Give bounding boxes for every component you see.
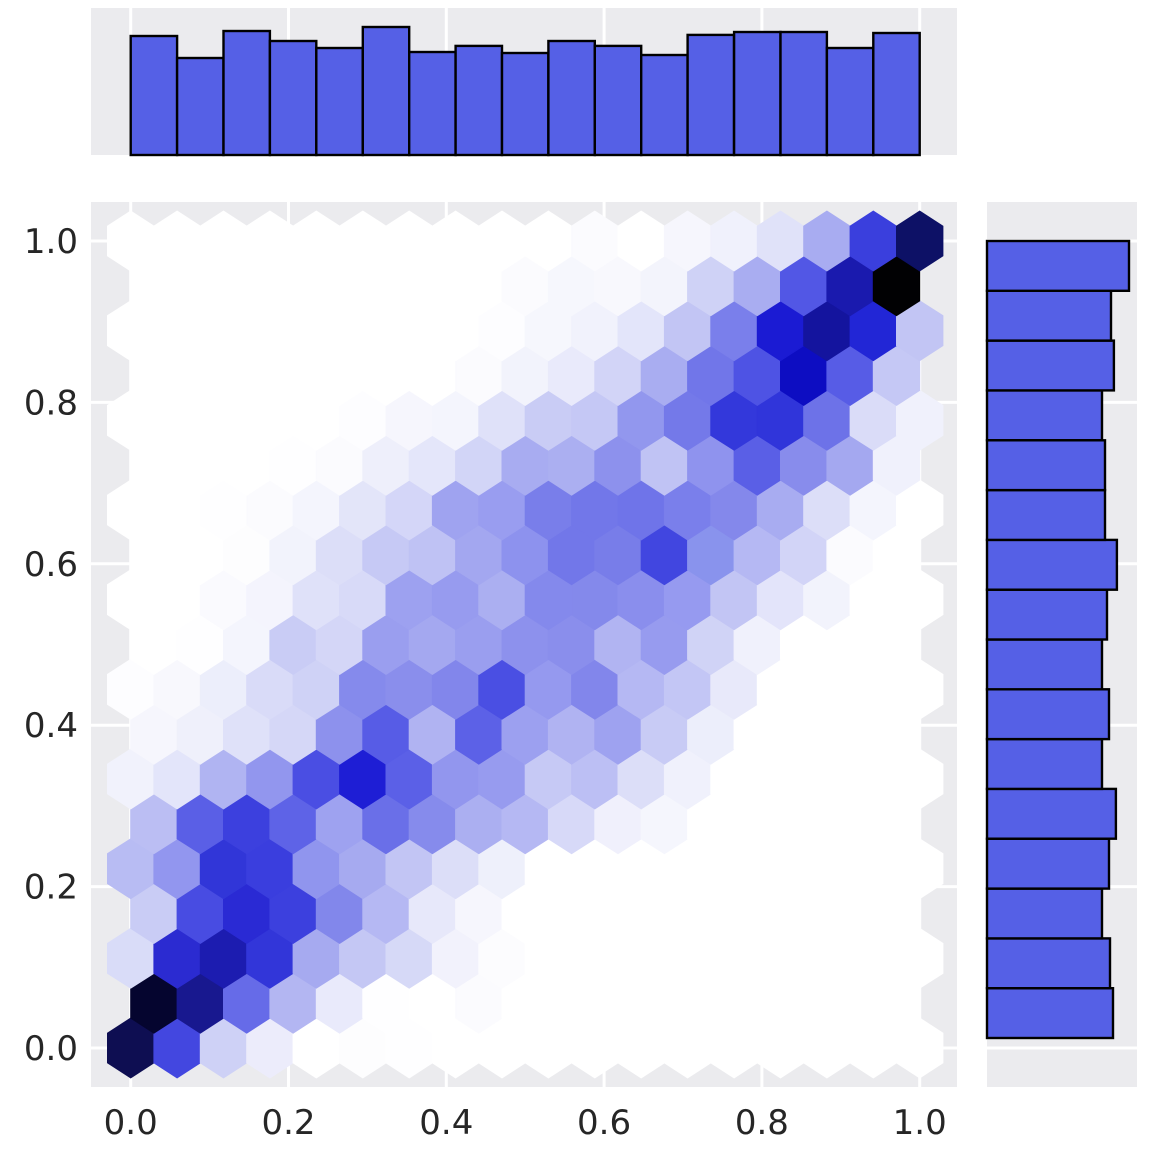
right-histogram-bar [985, 538, 1119, 591]
right-histogram-bar [985, 389, 1104, 442]
top-histogram-bar [129, 34, 179, 157]
x-tick-label: 1.0 [893, 1103, 947, 1143]
right-histogram-bar [985, 339, 1116, 392]
top-histogram-bar [222, 29, 272, 157]
top-histogram-bar [500, 51, 550, 157]
top-histogram-bar [732, 30, 782, 157]
right-histogram-bar [985, 937, 1112, 990]
right-histogram-bar [985, 688, 1111, 741]
top-histogram-bar [779, 30, 829, 157]
top-histogram-bar [408, 50, 457, 157]
x-tick-label: 0.4 [419, 1103, 473, 1143]
right-histogram-bar [985, 987, 1115, 1040]
x-tick-label: 0.6 [577, 1103, 631, 1143]
top-histogram-bar [175, 56, 225, 157]
y-tick-label: 0.6 [24, 545, 78, 585]
top-histogram-bar [547, 39, 597, 157]
right-histogram-bar [985, 887, 1104, 940]
x-tick-label: 0.8 [735, 1103, 789, 1143]
top-histogram-bar [686, 33, 736, 157]
right-histogram-bar [985, 837, 1111, 890]
right-histogram-bar [985, 488, 1107, 542]
top-histogram-bar [268, 39, 318, 157]
right-histogram-bar [985, 439, 1107, 492]
top-histogram-bar [361, 25, 411, 157]
y-tick-label: 0.2 [24, 868, 78, 908]
hex-cell [896, 210, 944, 272]
y-tick-label: 0.0 [24, 1029, 78, 1069]
right-histogram-bar [985, 787, 1118, 840]
right-histogram-bar [985, 588, 1109, 641]
top-histogram-bar [593, 44, 643, 157]
top-histogram-bar [872, 31, 921, 157]
x-tick-label: 0.2 [261, 1103, 315, 1143]
x-tick-label: 0.0 [104, 1103, 158, 1143]
right-histogram-bar [985, 737, 1104, 791]
right-histogram-bar [985, 289, 1113, 342]
top-histogram-bar [640, 53, 689, 157]
y-tick-label: 0.8 [24, 383, 78, 423]
top-histogram-bar [825, 46, 875, 157]
right-histogram-bar [985, 239, 1131, 292]
right-histogram-bar [985, 638, 1104, 691]
y-tick-label: 1.0 [24, 222, 78, 262]
y-tick-label: 0.4 [24, 706, 78, 746]
top-histogram-bar [315, 46, 364, 157]
top-histogram-bar [454, 44, 504, 157]
